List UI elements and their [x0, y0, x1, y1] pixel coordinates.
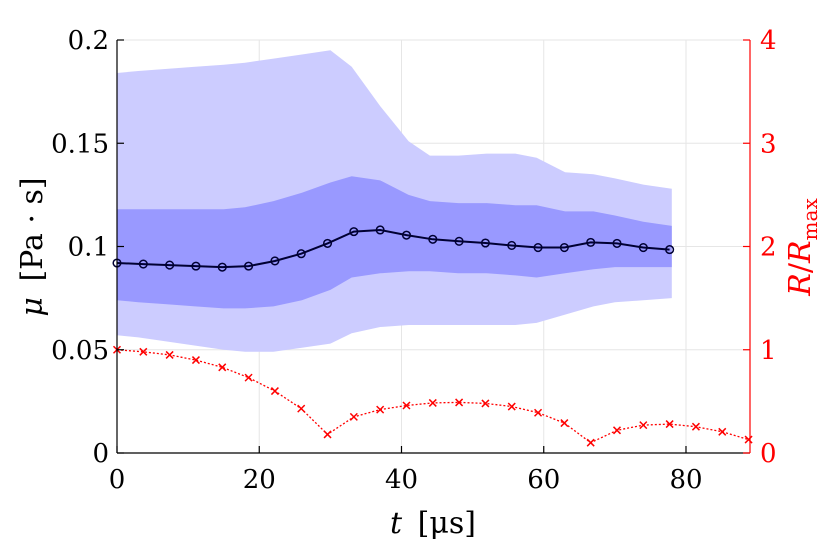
radius-point-8 — [323, 430, 332, 439]
radius-point-24 — [744, 435, 753, 444]
axes — [116, 39, 751, 454]
y-left-axis-variable: μ — [15, 297, 50, 317]
inner-band — [117, 176, 672, 309]
mean-point-10 — [375, 225, 385, 235]
radius-point-1 — [139, 347, 148, 356]
radius-point-9 — [349, 412, 358, 421]
mean-point-9 — [349, 227, 359, 237]
y-left-tick-labels: 0 0.05 0.1 0.15 0.2 — [51, 26, 109, 469]
x-tick-label-3: 60 — [527, 465, 560, 495]
x-axis-unit: [μs] — [418, 506, 476, 541]
radius-point-3 — [191, 356, 200, 365]
x-tick-label-0: 0 — [109, 465, 126, 495]
y-right-tick-label-4: 4 — [760, 26, 777, 56]
radius-point-11 — [402, 401, 411, 410]
mean-point-15 — [507, 240, 517, 251]
mean-point-13 — [454, 236, 464, 246]
y-right-axis-denominator: R — [783, 240, 818, 264]
radius-point-16 — [534, 408, 543, 417]
y-right-tick-label-0: 0 — [760, 439, 777, 469]
mean-series-layer — [112, 225, 675, 272]
radius-point-10 — [376, 405, 385, 414]
mean-point-17 — [559, 242, 569, 253]
mean-point-12 — [428, 234, 438, 244]
mean-point-4 — [217, 262, 227, 272]
radius-point-17 — [560, 419, 569, 428]
mean-point-6 — [270, 256, 280, 266]
mean-point-11 — [401, 230, 412, 240]
inner-band-layer — [117, 176, 672, 309]
y-right-axis-subscript: max — [798, 198, 822, 241]
x-tick-label-1: 20 — [243, 465, 276, 495]
radius-point-23 — [718, 427, 727, 436]
mean-point-8 — [322, 238, 333, 248]
y-right-axis-slash: / — [783, 262, 818, 273]
x-tick-label-4: 80 — [669, 465, 702, 495]
y-left-tick-label-1: 0.05 — [51, 336, 109, 366]
radius-series-layer — [112, 345, 753, 447]
mean-point-14 — [480, 238, 490, 248]
mean-series-line — [116, 228, 670, 269]
mean-point-1 — [138, 259, 148, 269]
radius-point-6 — [270, 387, 279, 396]
mean-point-2 — [165, 260, 175, 270]
y-left-axis-label: μ [Pa · s] — [15, 177, 50, 316]
radius-point-22 — [691, 422, 700, 431]
radius-point-18 — [586, 438, 595, 447]
radius-point-20 — [639, 421, 648, 430]
y-left-axis-unit: [Pa · s] — [15, 177, 50, 281]
radius-point-5 — [244, 373, 253, 382]
y-left-tick-label-0: 0 — [92, 439, 109, 469]
y-right-tick-label-1: 1 — [760, 336, 777, 366]
radius-point-7 — [297, 404, 306, 413]
mean-point-5 — [244, 261, 254, 271]
x-tick-label-2: 40 — [385, 465, 418, 495]
mean-point-18 — [586, 237, 596, 247]
mean-point-7 — [296, 249, 306, 259]
mean-point-19 — [612, 238, 622, 248]
radius-point-2 — [165, 350, 174, 359]
y-left-tick-label-2: 0.1 — [68, 233, 109, 263]
radius-point-19 — [612, 426, 622, 435]
radius-series-line — [116, 349, 749, 444]
radius-point-21 — [665, 420, 674, 429]
y-left-tick-label-3: 0.15 — [51, 129, 109, 159]
mean-point-21 — [665, 245, 675, 255]
mean-point-16 — [533, 242, 543, 253]
x-tick-labels: 0 20 40 60 80 — [109, 465, 703, 495]
radius-point-4 — [218, 363, 227, 372]
y-left-tick-label-4: 0.2 — [68, 26, 109, 56]
y-right-tick-label-3: 3 — [760, 129, 777, 159]
y-right-tick-label-2: 2 — [760, 233, 777, 263]
y-right-tick-labels: 0 1 2 3 4 — [760, 26, 777, 469]
x-axis-label: t [μs] — [390, 506, 476, 541]
y-right-axis-numerator: R — [783, 273, 818, 297]
radius-point-13 — [455, 398, 464, 407]
x-axis-variable: t — [390, 506, 403, 541]
y-right-axis-label: R/Rmax — [783, 198, 822, 297]
mean-point-3 — [191, 261, 201, 271]
radius-point-12 — [428, 398, 437, 407]
mean-point-20 — [638, 242, 648, 253]
radius-point-14 — [481, 399, 490, 408]
radius-point-15 — [507, 402, 516, 411]
